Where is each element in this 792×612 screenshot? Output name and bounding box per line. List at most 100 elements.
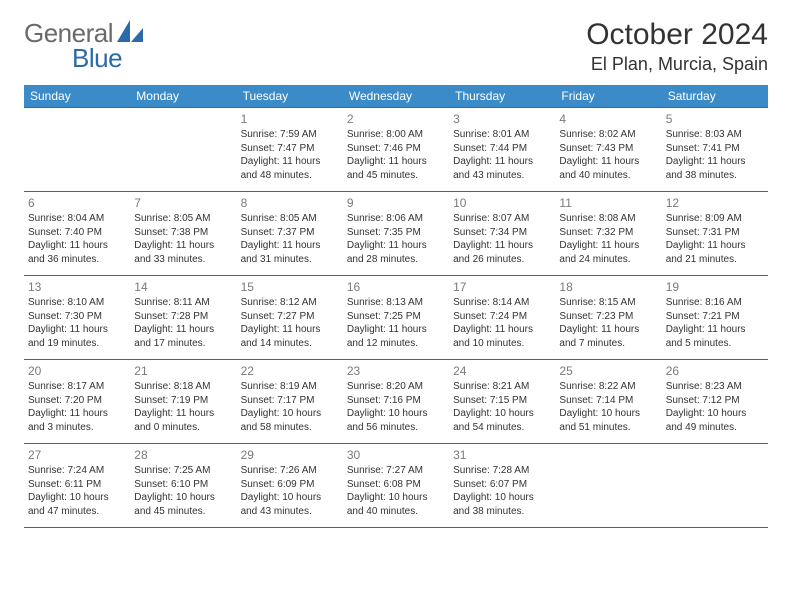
sunrise-text: Sunrise: 8:15 AM — [559, 296, 657, 310]
daylight-text: Daylight: 11 hours — [241, 239, 339, 253]
day-number: 12 — [666, 195, 764, 211]
sunset-text: Sunset: 7:46 PM — [347, 142, 445, 156]
sunrise-text: Sunrise: 8:14 AM — [453, 296, 551, 310]
daylight-text: and 31 minutes. — [241, 253, 339, 267]
day-number: 20 — [28, 363, 126, 379]
daylight-text: and 45 minutes. — [347, 169, 445, 183]
daylight-text: Daylight: 11 hours — [453, 155, 551, 169]
sunset-text: Sunset: 6:11 PM — [28, 478, 126, 492]
day-cell: 9Sunrise: 8:06 AMSunset: 7:35 PMDaylight… — [343, 192, 449, 276]
table-row: 6Sunrise: 8:04 AMSunset: 7:40 PM Daylight… — [24, 192, 768, 276]
day-number: 27 — [28, 447, 126, 463]
day-cell: 1Sunrise: 7:59 AMSunset: 7:47 PMDaylight… — [237, 108, 343, 192]
brand-word-blue: Blue — [72, 43, 143, 74]
daylight-text: Daylight: 11 hours — [559, 323, 657, 337]
sunrise-text: Sunrise: 8:17 AM — [28, 380, 126, 394]
daylight-text: and 48 minutes. — [241, 169, 339, 183]
day-number: 17 — [453, 279, 551, 295]
sunset-text: Sunset: 7:28 PM — [134, 310, 232, 324]
sunset-text: Sunset: 7:34 PM — [453, 226, 551, 240]
sunset-text: Sunset: 7:40 PM — [28, 226, 126, 240]
day-number: 18 — [559, 279, 657, 295]
sunset-text: Sunset: 7:17 PM — [241, 394, 339, 408]
title-block: October 2024 El Plan, Murcia, Spain — [586, 18, 768, 75]
daylight-text: Daylight: 10 hours — [559, 407, 657, 421]
brand-text: General Blue — [24, 18, 143, 74]
daylight-text: Daylight: 11 hours — [134, 239, 232, 253]
daylight-text: Daylight: 11 hours — [241, 155, 339, 169]
daylight-text: and 49 minutes. — [666, 421, 764, 435]
sunrise-text: Sunrise: 8:19 AM — [241, 380, 339, 394]
sunrise-text: Sunrise: 7:24 AM — [28, 464, 126, 478]
day-number: 28 — [134, 447, 232, 463]
day-number: 15 — [241, 279, 339, 295]
day-cell: 17Sunrise: 8:14 AMSunset: 7:24 PMDayligh… — [449, 276, 555, 360]
sunset-text: Sunset: 7:12 PM — [666, 394, 764, 408]
daylight-text: and 47 minutes. — [28, 505, 126, 519]
title-location: El Plan, Murcia, Spain — [586, 54, 768, 75]
sunrise-text: Sunrise: 8:04 AM — [28, 212, 126, 226]
day-number: 29 — [241, 447, 339, 463]
col-header-thursday: Thursday — [449, 85, 555, 108]
daylight-text: Daylight: 10 hours — [347, 491, 445, 505]
sunset-text: Sunset: 7:25 PM — [347, 310, 445, 324]
day-number: 19 — [666, 279, 764, 295]
sunset-text: Sunset: 7:23 PM — [559, 310, 657, 324]
day-number: 26 — [666, 363, 764, 379]
sunset-text: Sunset: 6:10 PM — [134, 478, 232, 492]
calendar-page: General Blue October 2024 El Plan, Murci… — [0, 0, 792, 546]
col-header-wednesday: Wednesday — [343, 85, 449, 108]
day-cell: 10Sunrise: 8:07 AMSunset: 7:34 PMDayligh… — [449, 192, 555, 276]
day-number: 2 — [347, 111, 445, 127]
day-cell: 21Sunrise: 8:18 AMSunset: 7:19 PMDayligh… — [130, 360, 236, 444]
day-cell: 6Sunrise: 8:04 AMSunset: 7:40 PMDaylight… — [24, 192, 130, 276]
daylight-text: Daylight: 10 hours — [666, 407, 764, 421]
empty-cell — [24, 108, 130, 192]
sunset-text: Sunset: 7:27 PM — [241, 310, 339, 324]
day-number: 14 — [134, 279, 232, 295]
sunrise-text: Sunrise: 8:09 AM — [666, 212, 764, 226]
daylight-text: and 7 minutes. — [559, 337, 657, 351]
daylight-text: Daylight: 11 hours — [134, 323, 232, 337]
day-cell: 13Sunrise: 8:10 AMSunset: 7:30 PMDayligh… — [24, 276, 130, 360]
daylight-text: Daylight: 11 hours — [559, 155, 657, 169]
sunrise-text: Sunrise: 8:00 AM — [347, 128, 445, 142]
day-cell: 12Sunrise: 8:09 AMSunset: 7:31 PMDayligh… — [662, 192, 768, 276]
day-number: 31 — [453, 447, 551, 463]
day-cell: 19Sunrise: 8:16 AMSunset: 7:21 PMDayligh… — [662, 276, 768, 360]
table-row: 27Sunrise: 7:24 AMSunset: 6:11 PM Dayligh… — [24, 444, 768, 528]
day-number: 11 — [559, 195, 657, 211]
sunset-text: Sunset: 7:19 PM — [134, 394, 232, 408]
daylight-text: and 40 minutes. — [559, 169, 657, 183]
daylight-text: Daylight: 11 hours — [134, 407, 232, 421]
day-cell: 15Sunrise: 8:12 AMSunset: 7:27 PMDayligh… — [237, 276, 343, 360]
daylight-text: and 21 minutes. — [666, 253, 764, 267]
sunrise-text: Sunrise: 7:28 AM — [453, 464, 551, 478]
sunset-text: Sunset: 7:14 PM — [559, 394, 657, 408]
calendar-table: SundayMondayTuesdayWednesdayThursdayFrid… — [24, 85, 768, 528]
daylight-text: and 36 minutes. — [28, 253, 126, 267]
daylight-text: Daylight: 11 hours — [453, 239, 551, 253]
table-row: 13Sunrise: 8:10 AMSunset: 7:30 PMDayligh… — [24, 276, 768, 360]
daylight-text: and 40 minutes. — [347, 505, 445, 519]
day-number: 3 — [453, 111, 551, 127]
sunset-text: Sunset: 7:38 PM — [134, 226, 232, 240]
day-cell: 28Sunrise: 7:25 AMSunset: 6:10 PMDayligh… — [130, 444, 236, 528]
daylight-text: and 26 minutes. — [453, 253, 551, 267]
col-header-friday: Friday — [555, 85, 661, 108]
sunrise-text: Sunrise: 8:11 AM — [134, 296, 232, 310]
day-cell: 11Sunrise: 8:08 AMSunset: 7:32 PMDayligh… — [555, 192, 661, 276]
daylight-text: Daylight: 11 hours — [28, 407, 126, 421]
sunset-text: Sunset: 7:43 PM — [559, 142, 657, 156]
daylight-text: and 28 minutes. — [347, 253, 445, 267]
calendar-head: SundayMondayTuesdayWednesdayThursdayFrid… — [24, 85, 768, 108]
day-cell: 26Sunrise: 8:23 AMSunset: 7:12 PMDayligh… — [662, 360, 768, 444]
daylight-text: and 38 minutes. — [666, 169, 764, 183]
sunset-text: Sunset: 7:20 PM — [28, 394, 126, 408]
title-month: October 2024 — [586, 18, 768, 52]
day-number: 21 — [134, 363, 232, 379]
day-number: 6 — [28, 195, 126, 211]
daylight-text: Daylight: 10 hours — [347, 407, 445, 421]
daylight-text: and 43 minutes. — [241, 505, 339, 519]
daylight-text: and 3 minutes. — [28, 421, 126, 435]
